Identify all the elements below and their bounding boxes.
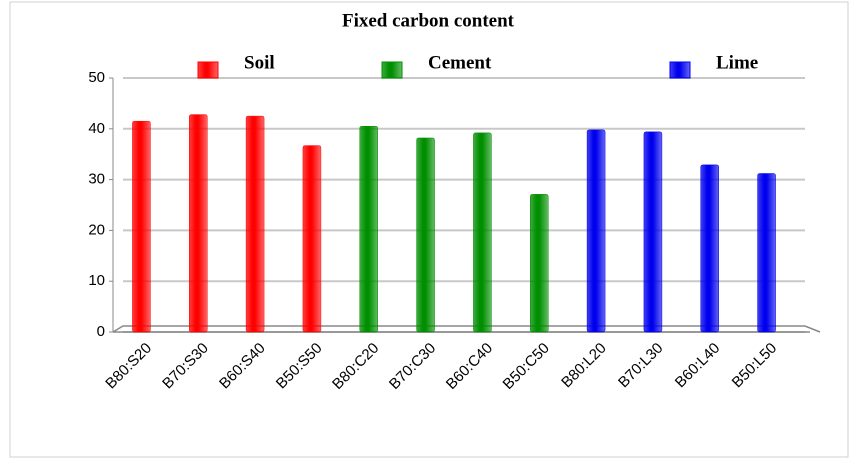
y-tick-label: 50 bbox=[88, 69, 105, 86]
x-tick-label: B70:L30 bbox=[615, 340, 667, 392]
legend-swatch bbox=[197, 61, 219, 79]
x-axis bbox=[112, 325, 821, 333]
y-tick-label: 30 bbox=[88, 171, 105, 188]
x-tick-label: B60:L40 bbox=[672, 340, 724, 392]
legend-label: Cement bbox=[428, 52, 492, 73]
bar bbox=[416, 137, 435, 333]
y-tick-label: 40 bbox=[88, 120, 105, 137]
legend-swatch bbox=[381, 61, 403, 79]
bar bbox=[359, 126, 378, 333]
bar bbox=[245, 115, 265, 333]
x-tick-label: B50:C50 bbox=[500, 340, 553, 393]
chart-frame bbox=[9, 1, 849, 458]
y-tick-label: 20 bbox=[88, 221, 105, 238]
y-tick-label: 0 bbox=[97, 323, 105, 340]
bar bbox=[530, 194, 549, 333]
bar bbox=[302, 145, 322, 333]
bar bbox=[132, 120, 151, 333]
x-tick-label: B80:L20 bbox=[558, 340, 610, 392]
x-tick-label: B80:S20 bbox=[102, 340, 155, 393]
legend-label: Lime bbox=[716, 52, 758, 73]
bar bbox=[700, 164, 719, 333]
x-tick-label: B70:S30 bbox=[159, 340, 212, 393]
bar bbox=[473, 132, 492, 333]
x-tick-label: B50:S50 bbox=[273, 340, 326, 393]
legend-swatch bbox=[669, 61, 691, 79]
x-tick-label: B80:C20 bbox=[329, 340, 382, 393]
bar bbox=[189, 114, 208, 333]
legend-label: Soil bbox=[244, 52, 275, 73]
bar bbox=[757, 173, 776, 333]
y-tick-label: 10 bbox=[88, 272, 105, 289]
x-tick-label: B60:S40 bbox=[216, 340, 269, 393]
bar bbox=[586, 129, 606, 333]
chart-title: Fixed carbon content bbox=[342, 10, 515, 31]
bar bbox=[643, 131, 663, 333]
x-tick-label: B70:C30 bbox=[386, 340, 439, 393]
x-tick-label: B60:C40 bbox=[443, 340, 496, 393]
x-tick-label: B50:L50 bbox=[729, 340, 781, 392]
